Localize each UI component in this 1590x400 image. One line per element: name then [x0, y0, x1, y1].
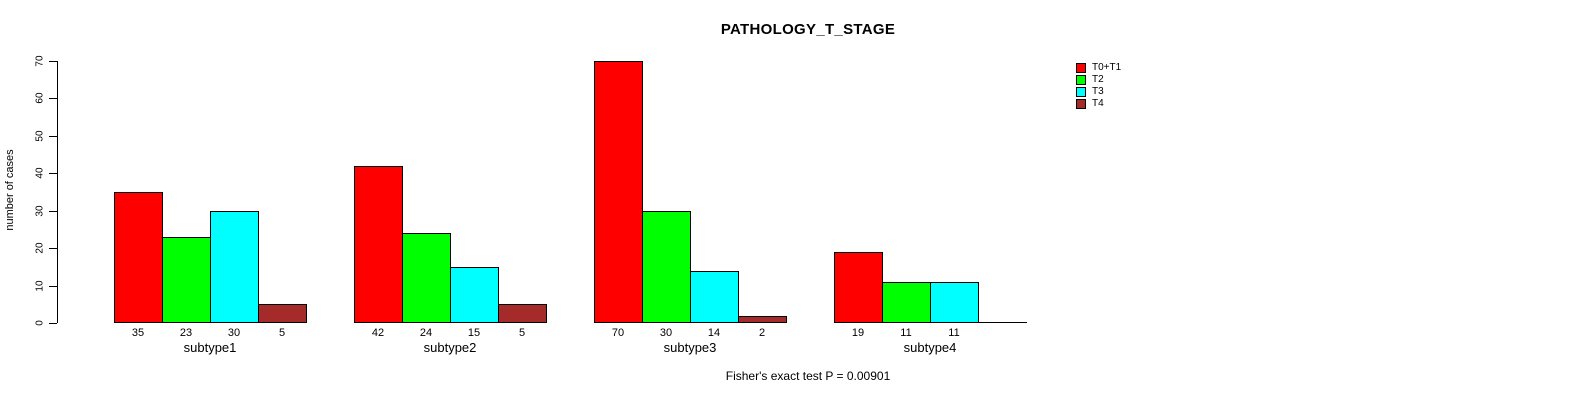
x-category-label: subtype4	[903, 340, 957, 355]
x-category-label: subtype3	[663, 340, 717, 355]
bar	[402, 233, 451, 323]
y-tick	[49, 211, 57, 212]
y-tick-label: 70	[34, 55, 46, 67]
legend-label: T2	[1092, 74, 1104, 85]
bar	[354, 166, 403, 323]
y-tick	[49, 323, 57, 324]
y-axis-line	[57, 61, 58, 323]
bar	[834, 252, 883, 323]
y-tick-label: 0	[34, 320, 46, 326]
y-tick	[49, 173, 57, 174]
legend-row: T0+T1	[1076, 62, 1121, 74]
bar-value-label: 5	[518, 327, 526, 339]
bar	[882, 282, 931, 323]
bar-zero-line	[978, 322, 1027, 323]
legend-label: T4	[1092, 98, 1104, 109]
bar-value-label: 30	[659, 327, 673, 339]
bar-value-label: 11	[900, 327, 912, 339]
bar-value-label: 35	[131, 327, 145, 339]
bar	[498, 304, 547, 323]
legend-row: T2	[1076, 74, 1121, 86]
bar-value-label: 14	[707, 327, 721, 339]
y-tick	[49, 98, 57, 99]
bar	[690, 271, 739, 323]
legend-row: T4	[1076, 98, 1121, 110]
bar	[594, 61, 643, 323]
bar	[930, 282, 979, 323]
y-tick	[49, 286, 57, 287]
x-category-label: subtype1	[183, 340, 237, 355]
legend-row: T3	[1076, 86, 1121, 98]
bar	[450, 267, 499, 323]
bar	[114, 192, 163, 323]
bar	[162, 237, 211, 323]
bar-value-label: 19	[851, 327, 865, 339]
bar-value-label: 70	[611, 327, 625, 339]
bar	[738, 316, 787, 323]
legend-label: T3	[1092, 86, 1104, 97]
y-tick-label: 10	[34, 280, 46, 292]
legend-swatch	[1076, 63, 1086, 73]
x-category-label: subtype2	[423, 340, 477, 355]
bar-value-label: 11	[948, 327, 960, 339]
legend: T0+T1 T2 T3 T4	[1076, 62, 1121, 110]
legend-label: T0+T1	[1092, 62, 1122, 73]
legend-swatch	[1076, 87, 1086, 97]
legend-swatch	[1076, 75, 1086, 85]
bar-value-label: 24	[419, 327, 433, 339]
y-tick	[49, 136, 57, 137]
y-tick-label: 60	[34, 92, 46, 104]
y-tick	[49, 61, 57, 62]
bar-value-label: 15	[467, 327, 481, 339]
bar-value-label: 42	[371, 327, 385, 339]
bar-value-label: 30	[227, 327, 241, 339]
bar-value-label: 5	[278, 327, 286, 339]
fisher-test-annotation: Fisher's exact test P = 0.00901	[725, 369, 891, 383]
chart-title: PATHOLOGY_T_STAGE	[720, 21, 896, 38]
bar-value-label: 2	[758, 327, 766, 339]
y-tick-label: 30	[34, 205, 46, 217]
y-tick-label: 20	[34, 242, 46, 254]
y-tick-label: 40	[34, 167, 46, 179]
legend-swatch	[1076, 99, 1086, 109]
bar	[642, 211, 691, 323]
bar	[258, 304, 307, 323]
y-tick-label: 50	[34, 130, 46, 142]
bar-value-label: 23	[179, 327, 193, 339]
bar	[210, 211, 259, 323]
y-tick	[49, 248, 57, 249]
